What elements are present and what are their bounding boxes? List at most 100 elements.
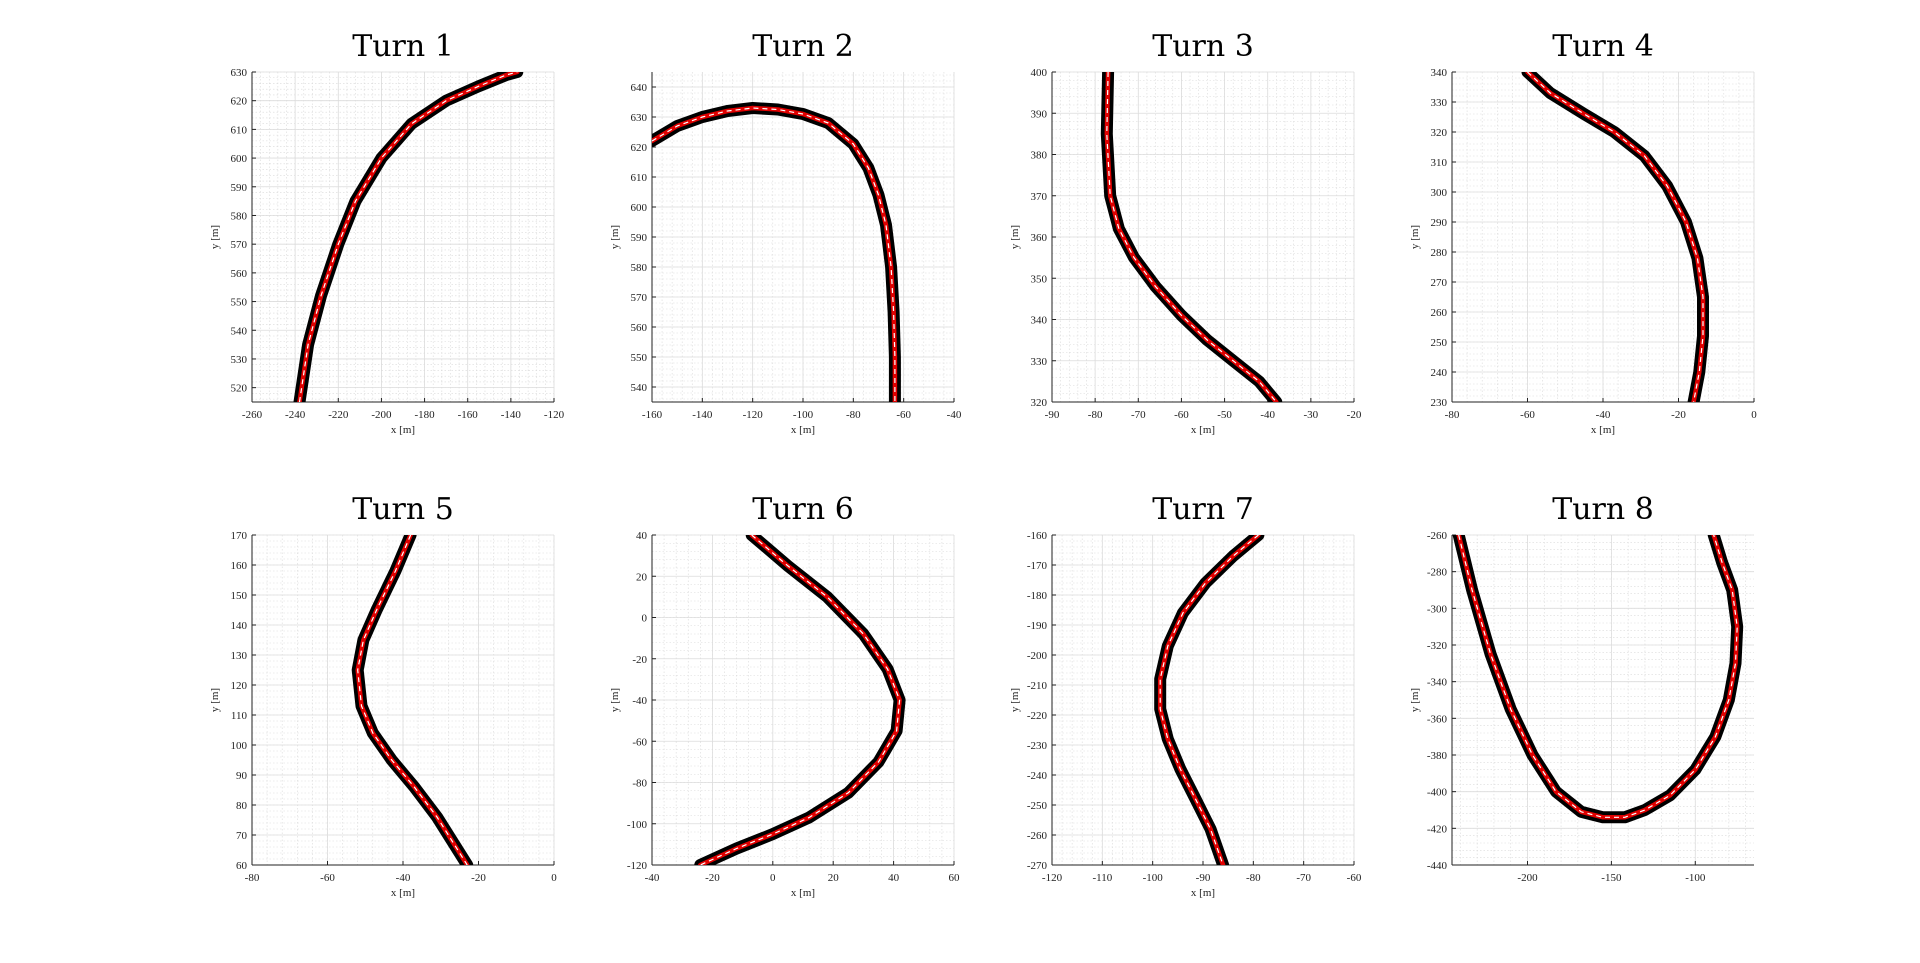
y-tick-label: 360 bbox=[1031, 232, 1048, 244]
chart-panel: -80 -60 -40 -20 0 230 240 250 260 270 280 290 300 310… bbox=[1409, 29, 1757, 436]
y-tick-label: -420 bbox=[1427, 823, 1448, 835]
y-tick-label: 60 bbox=[236, 860, 248, 872]
chart-panel: -260 -240 -220 -200 -180 -160 -140 -120 520 530 54… bbox=[209, 29, 565, 436]
y-tick-label: -220 bbox=[1027, 710, 1048, 722]
y-tick-label: -120 bbox=[627, 860, 648, 872]
y-tick-label: 560 bbox=[231, 268, 248, 280]
x-tick-label: 0 bbox=[1751, 409, 1757, 421]
x-tick-label: 20 bbox=[828, 872, 840, 884]
x-tick-label: -200 bbox=[371, 409, 392, 421]
y-tick-label: -240 bbox=[1027, 770, 1048, 782]
x-tick-label: -260 bbox=[242, 409, 263, 421]
y-tick-label: -40 bbox=[632, 695, 647, 707]
y-tick-label: 380 bbox=[1031, 150, 1048, 162]
y-tick-label: 630 bbox=[631, 112, 648, 124]
y-tick-label: 600 bbox=[631, 202, 648, 214]
x-tick-label: -180 bbox=[414, 409, 435, 421]
chart-title: Turn 4 bbox=[1552, 29, 1654, 64]
x-tick-label: -70 bbox=[1296, 872, 1311, 884]
chart-panel: -80 -60 -40 -20 0 60 70 80 90 100 110 120 130 140 150 1… bbox=[209, 492, 557, 899]
y-tick-label: 300 bbox=[1431, 187, 1448, 199]
x-axis-label: x [m] bbox=[1591, 424, 1615, 436]
y-tick-label: 540 bbox=[231, 325, 248, 337]
x-tick-label: 0 bbox=[770, 872, 776, 884]
y-tick-label: -320 bbox=[1427, 640, 1448, 652]
plot-area bbox=[252, 72, 554, 402]
y-tick-label: 550 bbox=[631, 352, 648, 364]
y-tick-label: -60 bbox=[632, 736, 647, 748]
x-tick-label: -100 bbox=[1685, 872, 1706, 884]
y-axis-label: y [m] bbox=[1409, 225, 1421, 249]
x-tick-label: -140 bbox=[692, 409, 713, 421]
chart-title: Turn 3 bbox=[1152, 29, 1254, 64]
y-tick-label: 560 bbox=[631, 322, 648, 334]
x-tick-label: -60 bbox=[1347, 872, 1362, 884]
y-tick-label: 330 bbox=[1431, 97, 1448, 109]
major-grid bbox=[1051, 534, 1355, 866]
x-tick-label: -80 bbox=[245, 872, 260, 884]
y-tick-label: 0 bbox=[642, 613, 648, 625]
y-tick-label: 270 bbox=[1431, 277, 1448, 289]
y-tick-label: -280 bbox=[1427, 567, 1448, 579]
y-tick-label: -20 bbox=[632, 654, 647, 666]
y-tick-label: -260 bbox=[1427, 530, 1448, 542]
centerline-dashed bbox=[1106, 72, 1277, 402]
x-tick-label: -150 bbox=[1601, 872, 1622, 884]
x-tick-label: -20 bbox=[471, 872, 486, 884]
y-tick-label: 140 bbox=[231, 620, 248, 632]
y-tick-label: 160 bbox=[231, 560, 248, 572]
y-tick-label: 570 bbox=[631, 292, 648, 304]
y-tick-label: -200 bbox=[1027, 650, 1048, 662]
y-tick-label: -400 bbox=[1427, 787, 1448, 799]
x-tick-label: -120 bbox=[544, 409, 565, 421]
y-tick-label: -190 bbox=[1027, 620, 1048, 632]
chart-panel: -200 -150 -100 -440 -420 -400 -380 -360 -340 -320… bbox=[1409, 492, 1754, 884]
y-tick-label: 120 bbox=[231, 680, 248, 692]
y-tick-label: -360 bbox=[1427, 713, 1448, 725]
chart-panel: -90 -80 -70 -60 -50 -40 -30 -20 320 330 340 350 360 3… bbox=[1009, 29, 1362, 436]
y-axis-label: y [m] bbox=[609, 688, 621, 712]
x-tick-label: -20 bbox=[1671, 409, 1686, 421]
y-tick-label: 290 bbox=[1431, 217, 1448, 229]
centerline-dashed bbox=[357, 535, 468, 865]
y-tick-label: -270 bbox=[1027, 860, 1048, 872]
chart-title: Turn 5 bbox=[352, 492, 454, 527]
x-tick-label: -80 bbox=[1088, 409, 1103, 421]
x-axis-label: x [m] bbox=[391, 887, 415, 899]
y-tick-label: 250 bbox=[1431, 337, 1448, 349]
x-tick-label: 0 bbox=[551, 872, 557, 884]
y-tick-label: 520 bbox=[231, 383, 248, 395]
x-tick-label: -60 bbox=[320, 872, 335, 884]
y-tick-label: 400 bbox=[1031, 67, 1048, 79]
x-tick-label: -60 bbox=[1174, 409, 1189, 421]
chart-panel: -160 -140 -120 -100 -80 -60 -40 540 550 560 570 580… bbox=[609, 29, 962, 436]
y-tick-label: 230 bbox=[1431, 397, 1448, 409]
x-tick-label: -70 bbox=[1131, 409, 1146, 421]
x-tick-label: -220 bbox=[328, 409, 349, 421]
y-tick-label: -230 bbox=[1027, 740, 1048, 752]
x-tick-label: -20 bbox=[705, 872, 720, 884]
centerline-dashed bbox=[700, 535, 901, 865]
x-tick-label: -80 bbox=[1445, 409, 1460, 421]
x-tick-label: -240 bbox=[285, 409, 306, 421]
y-tick-label: 610 bbox=[231, 124, 248, 136]
chart-panel: -40 -20 0 20 40 60 -120 -100 -80 -60 -40 -20 0 20 40 Tu… bbox=[609, 492, 960, 899]
y-tick-label: 280 bbox=[1431, 247, 1448, 259]
x-tick-label: -20 bbox=[1347, 409, 1362, 421]
y-axis-label: y [m] bbox=[209, 688, 221, 712]
y-tick-label: -160 bbox=[1027, 530, 1048, 542]
chart-title: Turn 7 bbox=[1152, 492, 1254, 527]
y-tick-label: 590 bbox=[231, 182, 248, 194]
y-axis-label: y [m] bbox=[1009, 225, 1021, 249]
x-tick-label: -50 bbox=[1217, 409, 1232, 421]
x-tick-label: 40 bbox=[888, 872, 900, 884]
x-tick-label: -40 bbox=[947, 409, 962, 421]
y-tick-label: -260 bbox=[1027, 830, 1048, 842]
y-tick-label: 320 bbox=[1031, 397, 1048, 409]
x-axis-label: x [m] bbox=[1191, 887, 1215, 899]
x-tick-label: -120 bbox=[743, 409, 764, 421]
x-tick-label: -160 bbox=[458, 409, 479, 421]
trajectory bbox=[1100, 72, 1283, 402]
y-tick-label: 610 bbox=[631, 172, 648, 184]
